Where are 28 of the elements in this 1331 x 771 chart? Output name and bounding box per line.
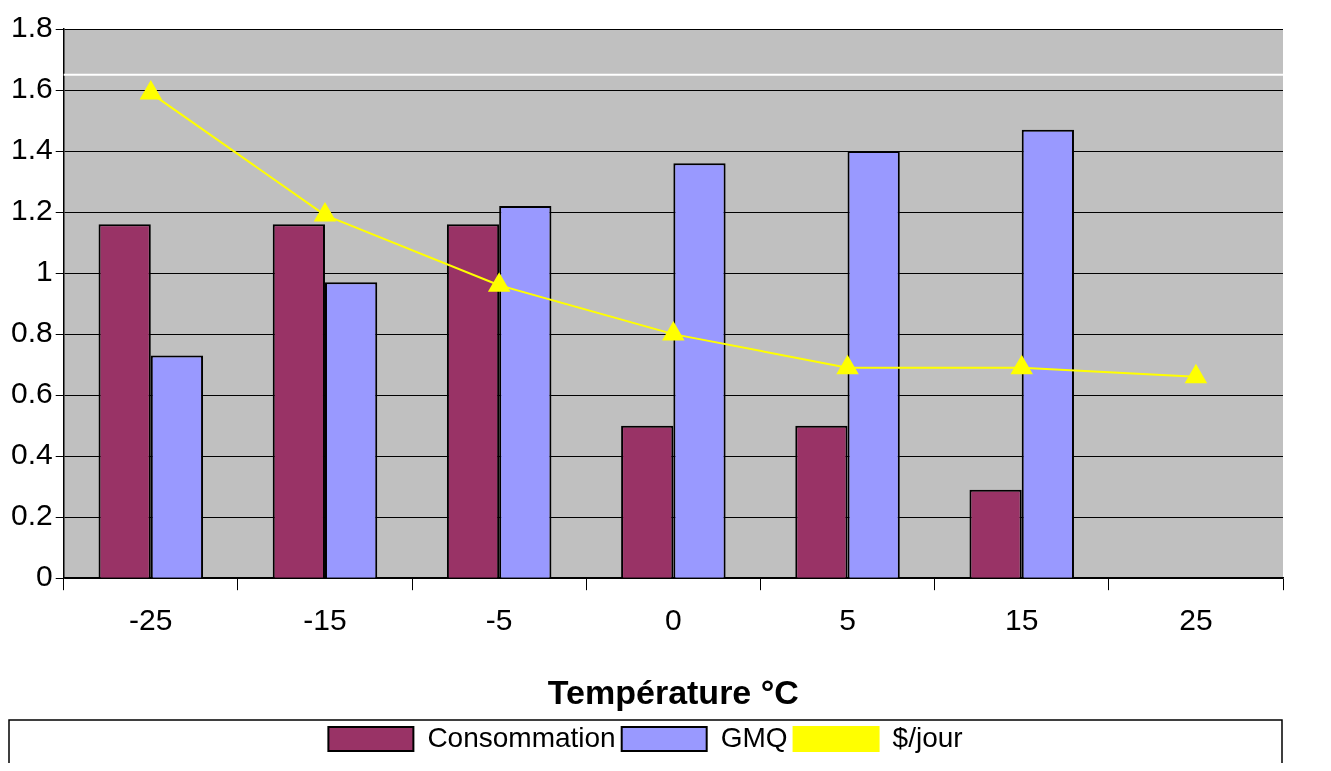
x-tick-label: 25 [1179,603,1213,637]
y-tick-label: 0.8 [10,315,53,349]
x-tick-label: -25 [129,603,173,637]
x-tick-label: 15 [1005,603,1039,637]
point [314,203,336,222]
legend-label: $/jour [892,721,963,753]
point [488,273,510,292]
x-tick-label: 0 [665,603,682,637]
x-tick-label: 5 [839,603,856,637]
point [1185,364,1207,384]
point [837,355,859,375]
y-tick-label: 1.4 [10,132,53,166]
y-tick-label: 0.4 [10,437,53,471]
point [140,81,162,100]
x-tick-label: -15 [303,603,347,637]
legend-label: GMQ [720,721,788,753]
legend-label: Consommation [427,721,616,753]
y-tick-label: 0.6 [10,376,53,410]
point [662,322,684,341]
y-tick-label: 1.8 [10,10,53,44]
point [1011,355,1033,375]
y-tick-label: 0 [36,559,53,593]
x-tick-label: -5 [485,603,513,637]
y-tick-label: 1.2 [10,193,53,227]
x-axis-title: Température °C [547,672,799,711]
y-tick-label: 1.6 [10,71,53,105]
y-tick-label: 0.2 [10,498,53,532]
y-tick-label: 1 [36,254,53,288]
